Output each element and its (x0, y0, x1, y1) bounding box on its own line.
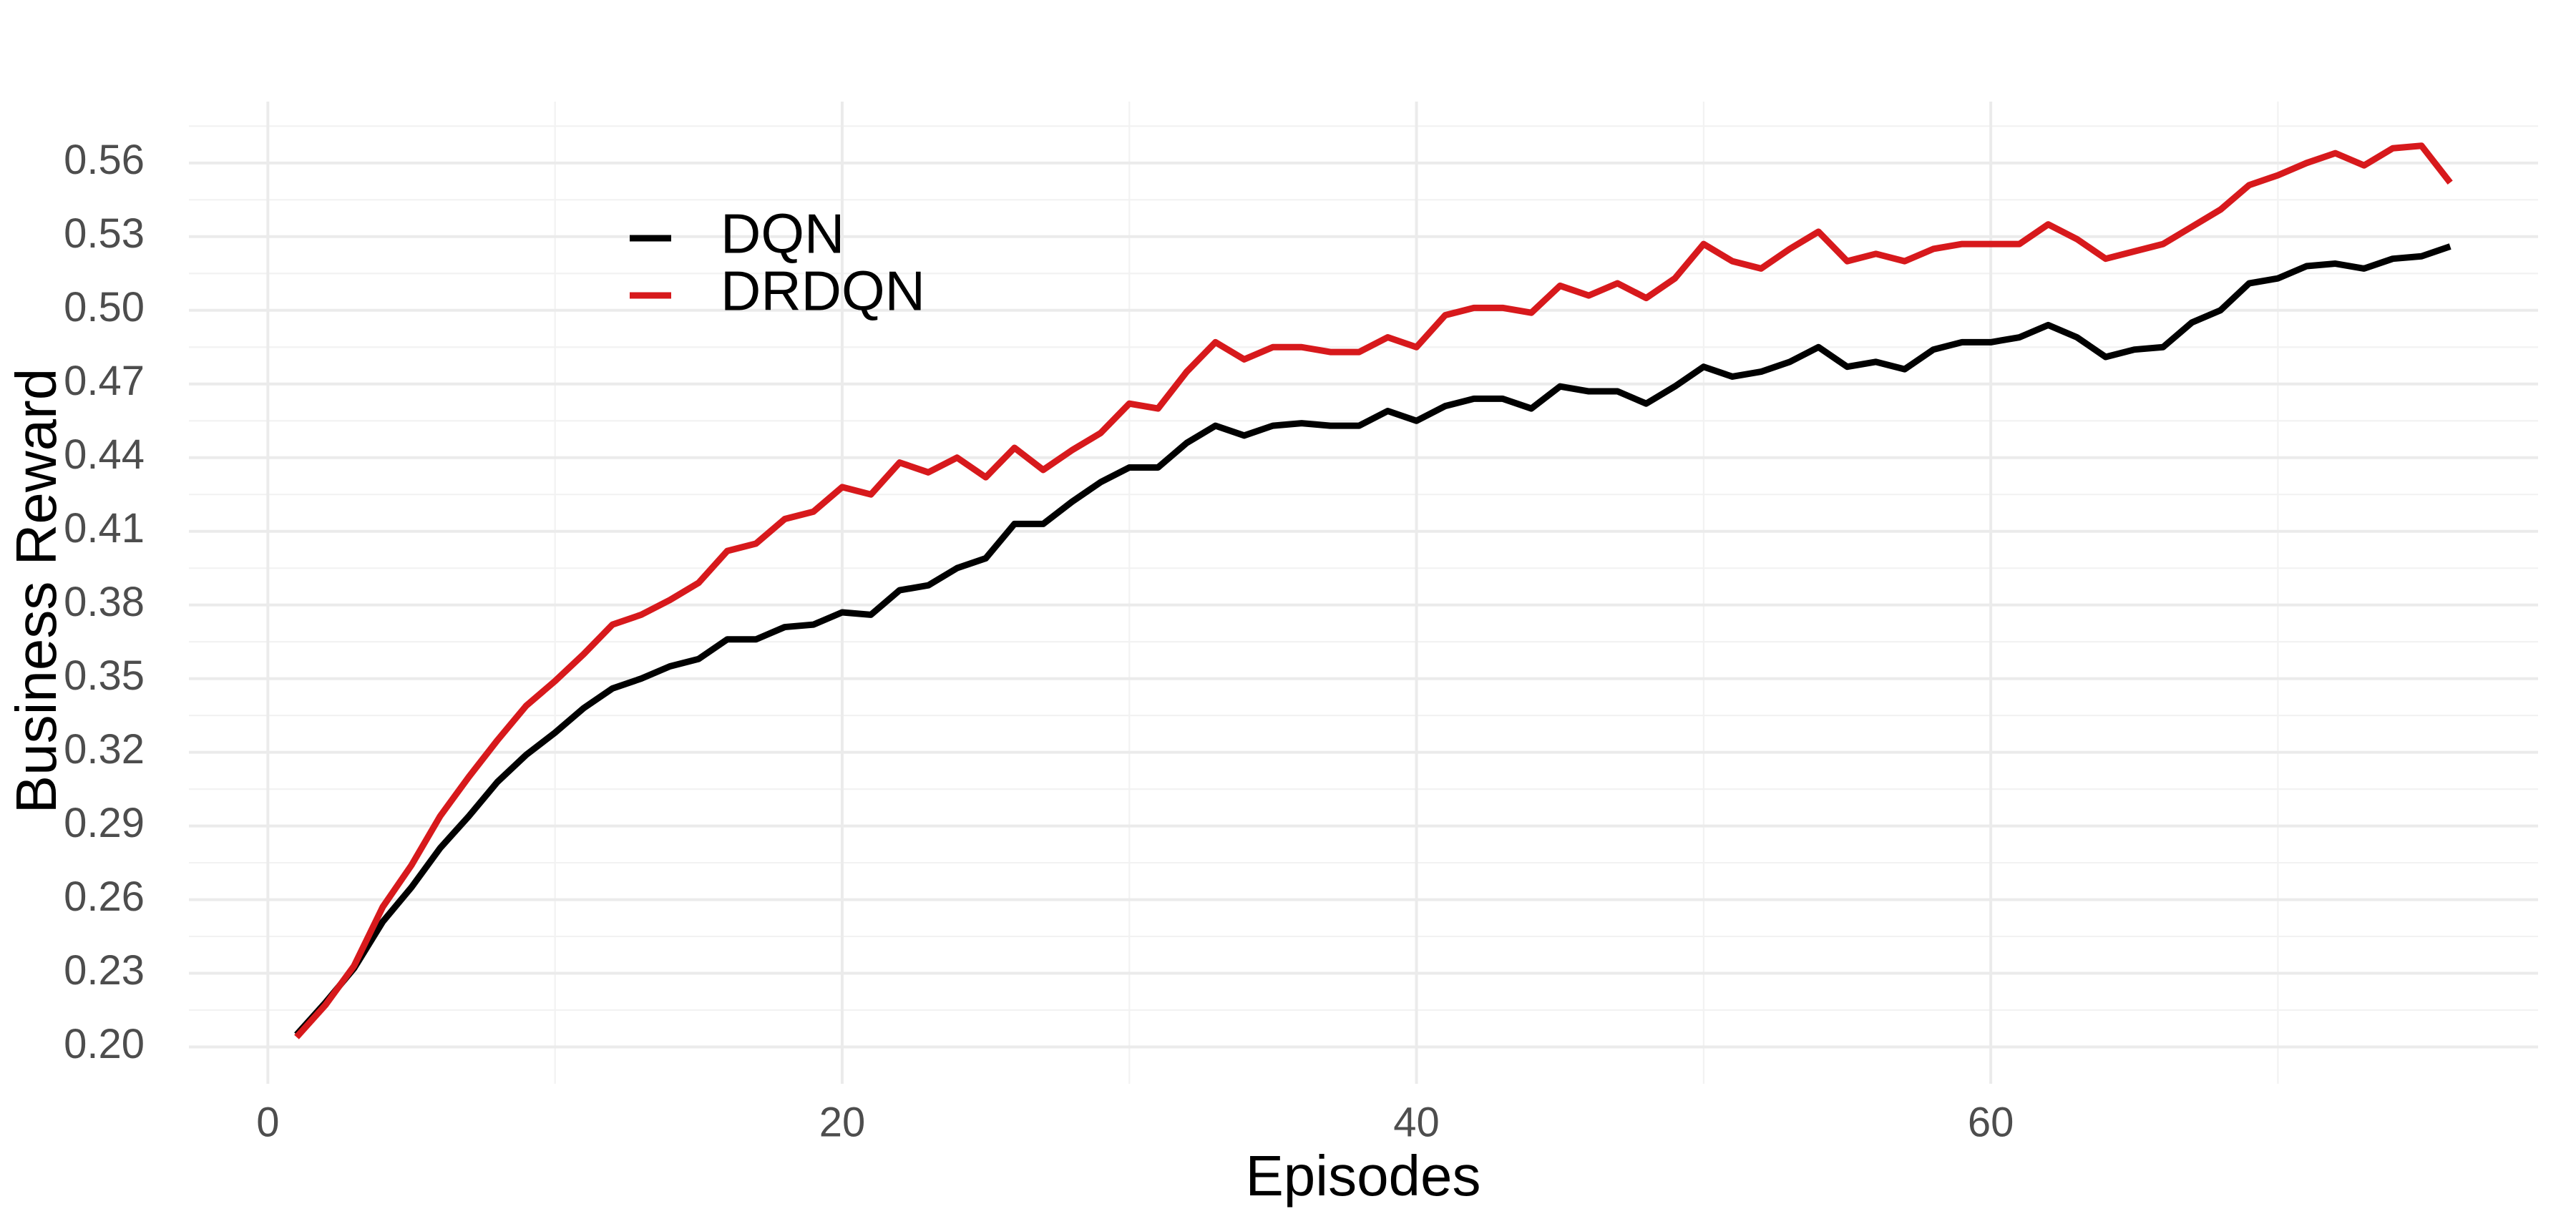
x-tick-label: 40 (1393, 1099, 1440, 1145)
x-tick-label: 60 (1968, 1099, 2014, 1145)
x-axis-title: Episodes (1245, 1144, 1480, 1208)
y-tick-label: 0.53 (64, 210, 145, 257)
y-tick-label: 0.26 (64, 873, 145, 920)
x-tick-label: 0 (256, 1099, 279, 1145)
y-axis-title: Business Reward (4, 368, 68, 814)
y-tick-label: 0.38 (64, 579, 145, 625)
y-tick-label: 0.44 (64, 431, 145, 478)
y-tick-label: 0.50 (64, 284, 145, 330)
y-tick-label: 0.35 (64, 652, 145, 699)
line-series (294, 243, 2451, 1037)
y-tick-label: 0.20 (64, 1021, 145, 1067)
legend-label: DQN (721, 202, 844, 265)
y-tick-label: 0.41 (64, 505, 145, 552)
line-series (294, 142, 2453, 1039)
legend-label: DRDQN (721, 260, 925, 323)
x-tick-label: 20 (819, 1099, 866, 1145)
y-tick-label: 0.23 (64, 947, 145, 994)
y-tick-label: 0.56 (64, 137, 145, 183)
y-tick-label: 0.29 (64, 800, 145, 846)
y-tick-label: 0.32 (64, 726, 145, 773)
y-tick-label: 0.47 (64, 358, 145, 404)
